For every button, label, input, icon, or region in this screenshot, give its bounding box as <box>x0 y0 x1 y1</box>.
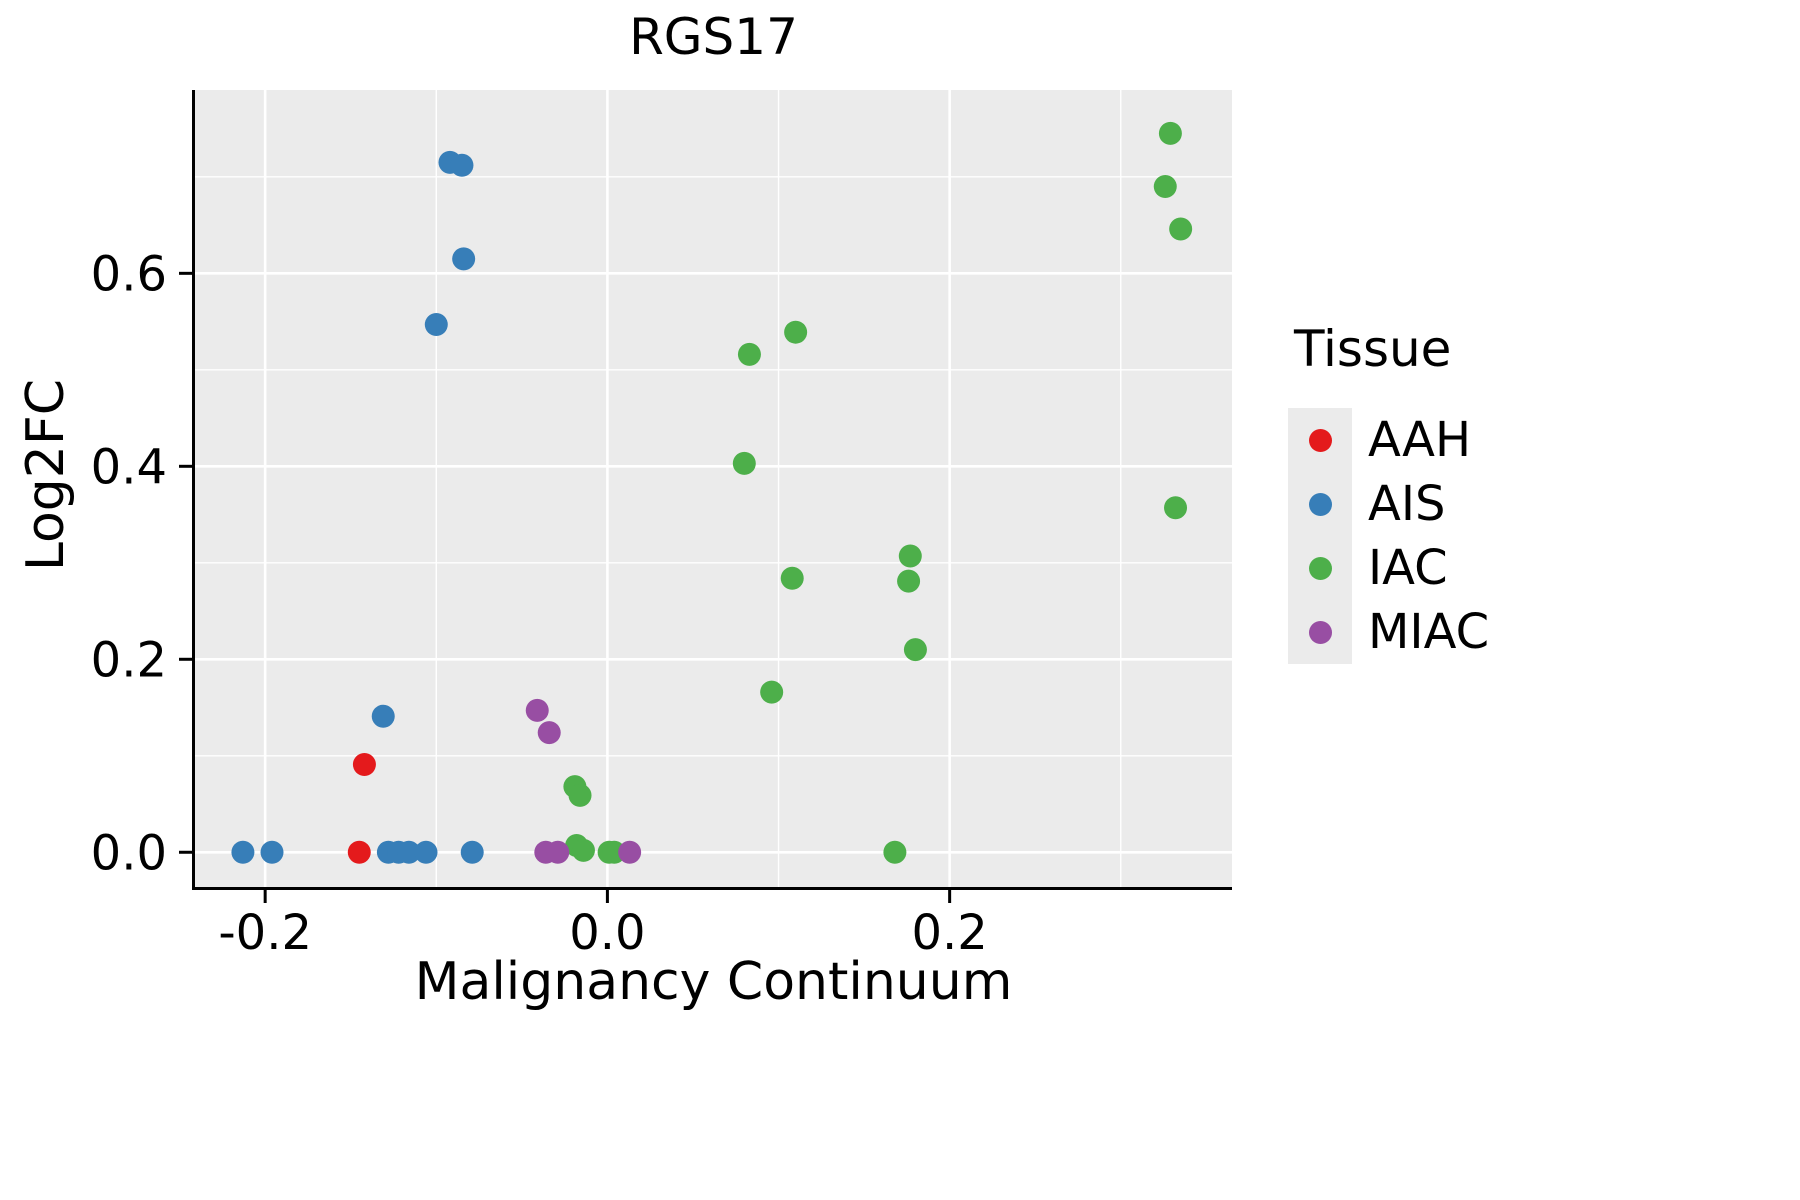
data-point-ais <box>460 840 484 864</box>
data-point-aah <box>352 752 376 776</box>
data-point-iac <box>784 320 808 344</box>
legend-item-aah: AAH <box>1288 408 1489 472</box>
x-tick-label: 0.0 <box>569 905 645 961</box>
legend-key <box>1288 536 1352 600</box>
data-point-iac <box>732 451 756 475</box>
data-point-iac <box>898 544 922 568</box>
y-tick-label: 0.4 <box>91 439 167 495</box>
data-point-miac <box>546 840 570 864</box>
legend-item-miac: MIAC <box>1288 600 1489 664</box>
data-point-ais <box>371 704 395 728</box>
data-point-ais <box>452 247 476 271</box>
data-point-iac <box>1153 174 1177 198</box>
data-point-ais <box>414 840 438 864</box>
y-tick-label: 0.2 <box>91 632 167 688</box>
chart-title: RGS17 <box>629 8 798 66</box>
data-point-miac <box>618 840 642 864</box>
data-point-iac <box>1158 121 1182 145</box>
data-point-miac <box>537 721 561 745</box>
data-point-iac <box>1169 217 1193 241</box>
data-point-iac <box>897 569 921 593</box>
data-point-iac <box>760 680 784 704</box>
data-point-ais <box>424 312 448 336</box>
legend-key <box>1288 408 1352 472</box>
data-point-iac <box>903 638 927 662</box>
legend-item-label: IAC <box>1368 540 1448 596</box>
legend-dot-icon <box>1308 428 1332 452</box>
legend-dot-icon <box>1308 556 1332 580</box>
data-point-ais <box>231 840 255 864</box>
legend-item-label: MIAC <box>1368 604 1490 660</box>
legend-dot-icon <box>1308 492 1332 516</box>
plot-panel <box>195 90 1232 887</box>
x-tick-label: -0.2 <box>218 905 312 961</box>
data-point-ais <box>260 840 284 864</box>
legend-dot-icon <box>1308 620 1332 644</box>
y-axis-label: Log2FC <box>16 378 76 572</box>
x-axis-label: Malignancy Continuum <box>414 952 1013 1012</box>
data-point-miac <box>525 698 549 722</box>
data-point-iac <box>571 838 595 862</box>
data-point-ais <box>397 840 421 864</box>
data-point-iac <box>883 840 907 864</box>
legend-key <box>1288 472 1352 536</box>
y-tick-label: 0.6 <box>91 246 167 302</box>
legend-item-label: AIS <box>1368 476 1446 532</box>
legend-item-ais: AIS <box>1288 472 1489 536</box>
legend-key <box>1288 600 1352 664</box>
legend-item-label: AAH <box>1368 412 1472 468</box>
data-point-iac <box>780 566 804 590</box>
data-point-iac <box>568 783 592 807</box>
data-point-aah <box>347 840 371 864</box>
legend-title: Tissue <box>1294 320 1452 378</box>
data-point-ais <box>450 153 474 177</box>
legend-items: AAH AIS IAC MIAC <box>1288 408 1489 664</box>
y-tick-label: 0.0 <box>91 825 167 881</box>
x-tick-label: 0.2 <box>911 905 987 961</box>
data-point-iac <box>1164 496 1188 520</box>
legend: Tissue AAH AIS IAC MIAC <box>1288 320 1489 664</box>
legend-item-iac: IAC <box>1288 536 1489 600</box>
data-point-iac <box>737 342 761 366</box>
